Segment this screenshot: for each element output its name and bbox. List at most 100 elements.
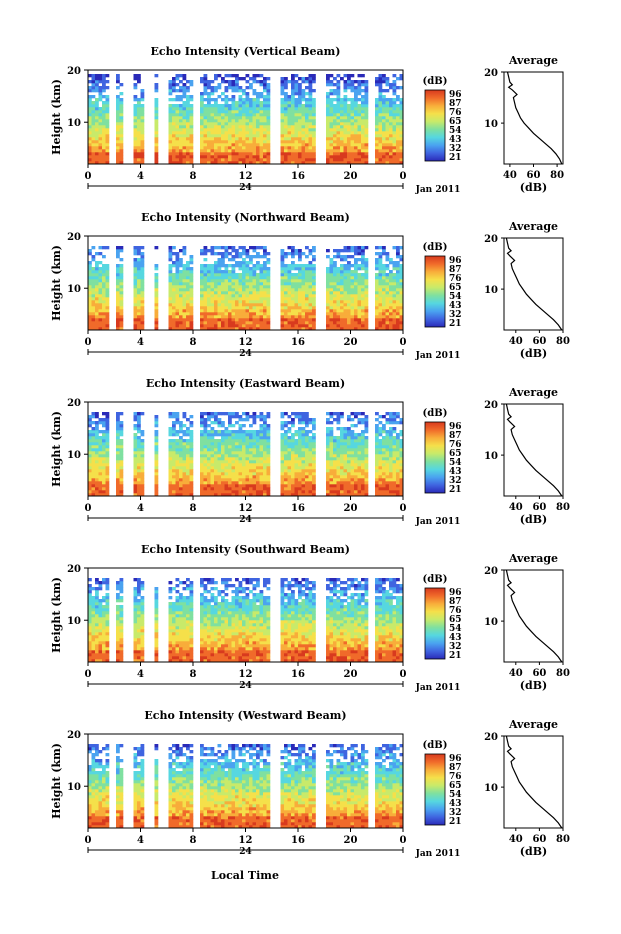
x-tick-label: 12 bbox=[239, 835, 253, 846]
profile-x-tick-label: 80 bbox=[556, 336, 570, 347]
x-tick-label: 0 bbox=[400, 669, 407, 680]
profile-line bbox=[506, 238, 561, 330]
colorbar-unit: (dB) bbox=[423, 740, 448, 751]
x-tick-label: 12 bbox=[239, 337, 253, 348]
y-tick-label: 20 bbox=[67, 730, 81, 741]
y-tick-label: 20 bbox=[67, 66, 81, 77]
colorbar-unit: (dB) bbox=[423, 408, 448, 419]
profile-x-tick-label: 40 bbox=[509, 502, 523, 513]
profile-x-tick-label: 80 bbox=[556, 834, 570, 845]
y-axis-label: Height (km) bbox=[50, 577, 63, 653]
date-tick-label: 24 bbox=[239, 847, 252, 857]
y-axis-label: Height (km) bbox=[50, 411, 63, 487]
x-tick-label: 16 bbox=[291, 835, 305, 846]
profile-title: Average bbox=[508, 718, 558, 731]
y-tick-label: 20 bbox=[67, 398, 81, 409]
profile-y-tick-label: 20 bbox=[484, 400, 498, 411]
x-tick-label: 0 bbox=[400, 503, 407, 514]
y-tick-label: 10 bbox=[67, 616, 81, 627]
profile-x-tick-label: 60 bbox=[532, 336, 546, 347]
profile-line bbox=[506, 404, 561, 496]
profile-x-label: (dB) bbox=[520, 679, 547, 692]
profile-y-tick-label: 10 bbox=[484, 783, 498, 794]
profile-x-tick-label: 40 bbox=[503, 170, 517, 181]
x-tick-label: 0 bbox=[400, 835, 407, 846]
profile-x-tick-label: 40 bbox=[509, 336, 523, 347]
heatmap-cells bbox=[88, 744, 403, 828]
x-tick-label: 4 bbox=[137, 337, 144, 348]
profile-y-tick-label: 20 bbox=[484, 566, 498, 577]
x-tick-label: 16 bbox=[291, 337, 305, 348]
y-axis-label: Height (km) bbox=[50, 743, 63, 819]
x-tick-label: 16 bbox=[291, 669, 305, 680]
x-tick-label: 4 bbox=[137, 171, 144, 182]
colorbar bbox=[425, 90, 445, 161]
colorbar-tick: 21 bbox=[449, 651, 462, 661]
panel-title: Echo Intensity (Eastward Beam) bbox=[146, 377, 345, 390]
x-tick-label: 20 bbox=[344, 835, 358, 846]
profile-x-tick-label: 60 bbox=[532, 834, 546, 845]
date-label: Jan 2011 bbox=[415, 351, 461, 361]
x-tick-label: 0 bbox=[85, 669, 92, 680]
profile-x-tick-label: 40 bbox=[509, 668, 523, 679]
profile-line bbox=[506, 736, 561, 828]
colorbar-tick: 21 bbox=[449, 817, 462, 827]
x-tick-label: 4 bbox=[137, 669, 144, 680]
profile-frame bbox=[504, 72, 563, 164]
x-tick-label: 16 bbox=[291, 171, 305, 182]
x-tick-label: 0 bbox=[400, 171, 407, 182]
colorbar-tick: 21 bbox=[449, 319, 462, 329]
date-tick-label: 24 bbox=[239, 515, 252, 525]
profile-y-tick-label: 20 bbox=[484, 68, 498, 79]
x-tick-label: 0 bbox=[85, 503, 92, 514]
heatmap-cells bbox=[88, 578, 403, 662]
profile-line bbox=[506, 570, 561, 662]
profile-y-tick-label: 10 bbox=[484, 617, 498, 628]
x-tick-label: 20 bbox=[344, 503, 358, 514]
profile-x-label: (dB) bbox=[520, 513, 547, 526]
x-tick-label: 4 bbox=[137, 835, 144, 846]
panel-title: Echo Intensity (Vertical Beam) bbox=[150, 45, 340, 58]
profile-y-tick-label: 20 bbox=[484, 732, 498, 743]
profile-x-tick-label: 80 bbox=[556, 668, 570, 679]
profile-frame bbox=[504, 238, 563, 330]
profile-x-label: (dB) bbox=[520, 181, 547, 194]
profile-x-tick-label: 80 bbox=[550, 170, 564, 181]
heatmap-cells bbox=[88, 246, 403, 330]
x-tick-label: 8 bbox=[190, 171, 197, 182]
colorbar bbox=[425, 754, 445, 825]
profile-y-tick-label: 10 bbox=[484, 285, 498, 296]
colorbar-tick: 21 bbox=[449, 485, 462, 495]
x-tick-label: 8 bbox=[190, 835, 197, 846]
x-tick-label: 8 bbox=[190, 337, 197, 348]
x-tick-label: 4 bbox=[137, 503, 144, 514]
y-tick-label: 10 bbox=[67, 782, 81, 793]
beam-panel: Echo Intensity (Vertical Beam) 20 10 Height… bbox=[50, 45, 564, 195]
x-tick-label: 0 bbox=[85, 337, 92, 348]
colorbar-unit: (dB) bbox=[423, 574, 448, 585]
date-label: Jan 2011 bbox=[415, 683, 461, 693]
y-tick-label: 10 bbox=[67, 284, 81, 295]
profile-frame bbox=[504, 736, 563, 828]
profile-y-tick-label: 10 bbox=[484, 119, 498, 130]
date-label: Jan 2011 bbox=[415, 185, 461, 195]
profile-x-tick-label: 60 bbox=[532, 502, 546, 513]
date-label: Jan 2011 bbox=[415, 517, 461, 527]
panel-title: Echo Intensity (Westward Beam) bbox=[144, 709, 346, 722]
date-tick-label: 24 bbox=[239, 681, 252, 691]
profile-title: Average bbox=[508, 220, 558, 233]
profile-frame bbox=[504, 404, 563, 496]
profile-x-label: (dB) bbox=[520, 845, 547, 858]
colorbar-tick: 21 bbox=[449, 153, 462, 163]
y-tick-label: 20 bbox=[67, 564, 81, 575]
profile-frame bbox=[504, 570, 563, 662]
y-axis-label: Height (km) bbox=[50, 79, 63, 155]
beam-panel: Echo Intensity (Northward Beam)2010Heigh… bbox=[50, 211, 570, 361]
colorbar bbox=[425, 588, 445, 659]
profile-x-tick-label: 80 bbox=[556, 502, 570, 513]
beam-panel: Echo Intensity (Westward Beam) 20 10 Height… bbox=[50, 709, 570, 859]
date-tick-label: 24 bbox=[239, 183, 252, 193]
profile-title: Average bbox=[508, 386, 558, 399]
colorbar bbox=[425, 256, 445, 327]
